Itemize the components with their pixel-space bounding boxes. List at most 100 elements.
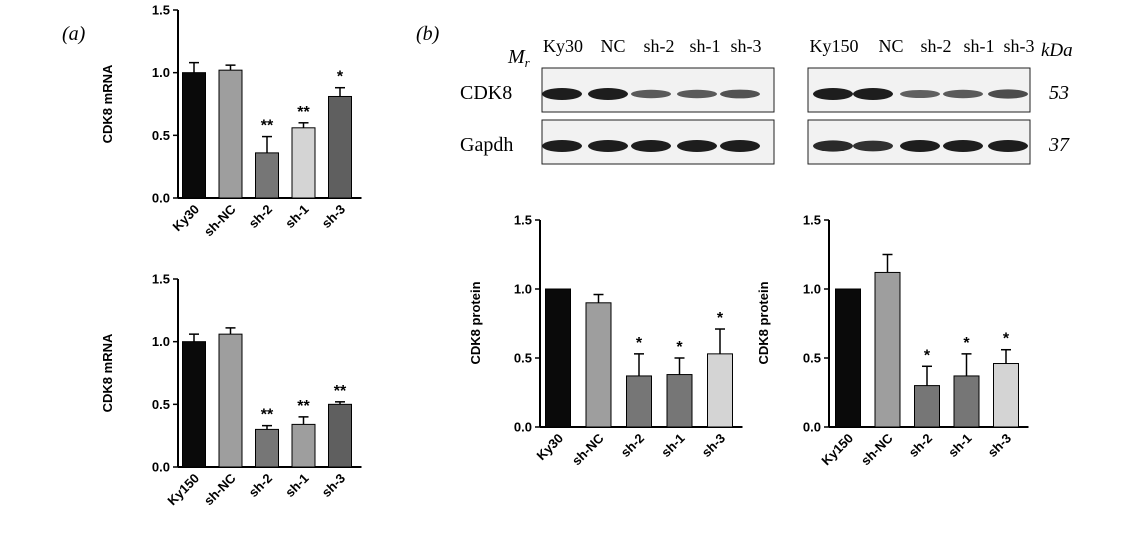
x-tick-label: sh-3 <box>985 431 1015 461</box>
chart-b-left: 0.0 0.5 1.0 1.5 CDK8 protein Ky30 sh-NC * sh-2 * s… <box>468 213 743 468</box>
bar <box>585 302 612 428</box>
blot-band <box>542 88 582 100</box>
blot-row-kda: 37 <box>1048 134 1070 156</box>
y-tick-label: 1.5 <box>803 213 821 228</box>
chart-b-right: 0.0 0.5 1.0 1.5 CDK8 protein Ky150 sh-NC * sh-2 *… <box>756 213 1029 469</box>
bar <box>993 363 1019 428</box>
blot-band <box>631 140 671 152</box>
bar <box>255 152 279 199</box>
x-tick-label: Ky30 <box>170 202 203 235</box>
significance-mark: * <box>1003 331 1010 348</box>
blot-band <box>720 140 760 152</box>
x-tick-label: Ky150 <box>818 431 856 469</box>
western-blot: Mr kDa Ky30 NC sh-2 sh-1 sh-3 Ky150 NC sh-2 sh-1 sh… <box>460 36 1073 165</box>
bar <box>874 271 901 428</box>
significance-mark: ** <box>297 104 310 121</box>
blot-band <box>900 90 940 98</box>
blot-band <box>677 140 717 152</box>
y-tick-label: 1.0 <box>152 65 170 80</box>
significance-mark: * <box>924 347 931 364</box>
blot-band <box>813 140 853 152</box>
mr-label: Mr <box>507 46 531 70</box>
y-tick-label: 1.0 <box>803 282 821 297</box>
x-tick-label: sh-NC <box>201 201 239 239</box>
x-tick-label: sh-3 <box>699 431 729 461</box>
lane-label: NC <box>600 36 625 56</box>
significance-mark: ** <box>334 383 347 400</box>
bar <box>666 374 693 428</box>
blot-band <box>988 140 1028 152</box>
bar <box>218 333 243 468</box>
blot-row-name: Gapdh <box>460 134 513 156</box>
bar <box>291 127 316 199</box>
x-tick-label: sh-3 <box>319 471 349 501</box>
blot-band <box>720 89 760 99</box>
x-tick-label: sh-2 <box>618 431 648 461</box>
bar <box>914 385 940 428</box>
panel-a-label: (a) <box>62 23 86 45</box>
significance-mark: * <box>676 339 683 356</box>
y-axis-label: CDK8 protein <box>468 281 483 364</box>
x-tick-label: sh-NC <box>858 430 896 468</box>
significance-mark: ** <box>261 118 274 135</box>
x-tick-label: sh-1 <box>945 431 975 461</box>
bar <box>291 423 316 468</box>
blot-band <box>588 140 628 152</box>
x-tick-label: sh-3 <box>319 202 349 232</box>
significance-mark: ** <box>297 398 310 415</box>
lane-label: sh-3 <box>731 36 762 56</box>
lane-label: sh-2 <box>644 36 675 56</box>
blot-row-kda: 53 <box>1049 82 1069 104</box>
blot-band <box>900 140 940 152</box>
bar <box>626 375 652 428</box>
bar <box>835 288 861 428</box>
significance-mark: * <box>717 310 724 327</box>
mr-subscript: r <box>525 55 531 70</box>
lane-label: NC <box>878 36 903 56</box>
y-tick-label: 1.5 <box>152 272 170 287</box>
blot-band <box>853 140 893 152</box>
y-tick-label: 0.0 <box>152 460 170 475</box>
bar <box>182 72 206 199</box>
bar <box>545 288 571 428</box>
x-tick-label: sh-1 <box>658 431 688 461</box>
bar <box>328 403 352 468</box>
x-tick-label: sh-1 <box>282 202 312 232</box>
y-tick-label: 1.5 <box>152 3 170 18</box>
blot-band <box>853 88 893 100</box>
y-tick-label: 0.5 <box>152 128 170 143</box>
lane-label: Ky30 <box>543 36 583 56</box>
blot-band <box>631 89 671 99</box>
x-tick-label: sh-2 <box>906 431 936 461</box>
y-tick-label: 1.5 <box>514 213 532 228</box>
blot-band <box>813 88 853 100</box>
blot-band <box>943 140 983 152</box>
x-tick-label: sh-2 <box>246 202 276 232</box>
x-tick-label: sh-NC <box>201 470 239 508</box>
blot-row-name: CDK8 <box>460 82 512 104</box>
blot-band <box>943 89 983 99</box>
blot-band <box>542 140 582 152</box>
bar <box>953 375 980 428</box>
y-tick-label: 0.5 <box>514 351 532 366</box>
significance-mark: * <box>963 335 970 352</box>
x-tick-label: sh-1 <box>282 471 312 501</box>
lane-label: sh-1 <box>964 36 995 56</box>
significance-mark: * <box>636 335 643 352</box>
y-axis-label: CDK8 mRNA <box>100 333 115 412</box>
y-tick-label: 1.0 <box>514 282 532 297</box>
y-tick-label: 0.5 <box>803 351 821 366</box>
x-tick-label: Ky150 <box>164 471 202 509</box>
y-tick-label: 0.0 <box>803 420 821 435</box>
lane-label: sh-2 <box>921 36 952 56</box>
bar <box>255 428 279 468</box>
panel-b-label: (b) <box>416 23 440 45</box>
kda-label: kDa <box>1041 40 1073 61</box>
x-tick-label: sh-2 <box>246 471 276 501</box>
lane-label: Ky150 <box>810 36 859 56</box>
blot-band <box>988 89 1028 99</box>
y-tick-label: 1.0 <box>152 334 170 349</box>
